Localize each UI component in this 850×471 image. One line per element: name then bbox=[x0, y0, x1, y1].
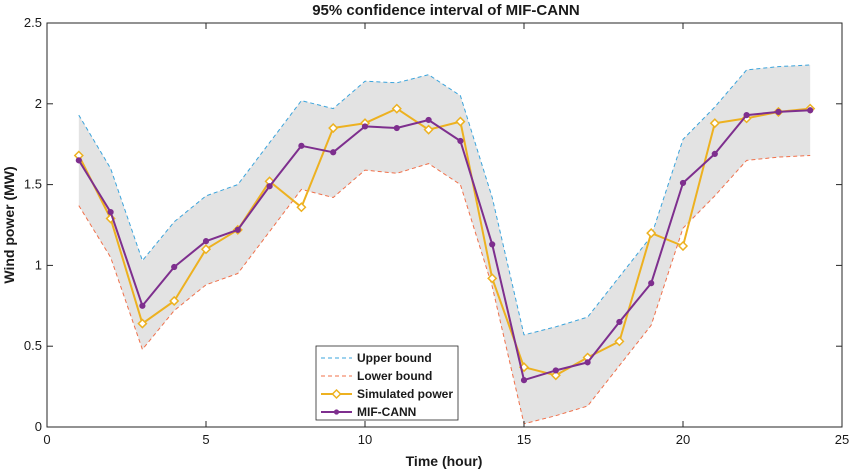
x-tick-label: 10 bbox=[358, 432, 372, 447]
x-axis-label: Time (hour) bbox=[406, 453, 483, 469]
data-point-mif-cann bbox=[234, 226, 241, 233]
plot-area bbox=[73, 64, 816, 425]
y-axis-label: Wind power (MW) bbox=[1, 166, 17, 283]
legend-label-lower-bound: Lower bound bbox=[357, 369, 432, 383]
series-line-upper-bound bbox=[78, 64, 811, 336]
axis-ticks: 0 5 10 15 20 25 0 0.5 1 1.5 2 2.5 bbox=[24, 15, 849, 447]
data-point-mif-cann bbox=[679, 179, 687, 187]
data-point-mif-cann bbox=[330, 149, 337, 156]
data-point-mif-cann bbox=[139, 302, 146, 309]
y-tick-label: 2.5 bbox=[24, 15, 42, 30]
data-point-mif-cann bbox=[711, 150, 718, 157]
x-tick-label: 15 bbox=[517, 432, 531, 447]
legend-marker-mif-cann bbox=[333, 409, 340, 415]
data-point-mif-cann bbox=[298, 142, 305, 149]
data-point-simulated-power bbox=[709, 118, 720, 129]
data-point-mif-cann bbox=[425, 116, 432, 124]
data-point-mif-cann bbox=[393, 124, 400, 132]
data-point-mif-cann bbox=[266, 183, 273, 190]
data-point-mif-cann bbox=[202, 238, 210, 245]
data-point-mif-cann bbox=[107, 208, 114, 216]
data-point-simulated-power bbox=[646, 228, 657, 239]
data-point-mif-cann bbox=[361, 123, 369, 130]
y-tick-label: 1 bbox=[35, 257, 42, 272]
data-point-mif-cann bbox=[616, 318, 623, 326]
data-point-mif-cann bbox=[457, 137, 464, 145]
data-point-simulated-power bbox=[391, 103, 402, 114]
legend-box bbox=[315, 345, 459, 421]
data-point-simulated-power bbox=[677, 240, 689, 252]
axes-box bbox=[46, 22, 843, 428]
confidence-band bbox=[78, 65, 811, 424]
legend: Upper bound Lower bound Simulated power MIF… bbox=[315, 345, 459, 421]
y-tick-label: 1.5 bbox=[24, 177, 42, 192]
data-point-simulated-power bbox=[487, 273, 498, 284]
y-tick-label: 2 bbox=[35, 96, 42, 111]
y-tick-label: 0 bbox=[35, 419, 42, 434]
data-point-mif-cann bbox=[520, 377, 528, 384]
y-tick-label: 0.5 bbox=[24, 338, 42, 353]
data-point-simulated-power bbox=[137, 318, 148, 329]
chart-title: 95% confidence interval of MIF-CANN bbox=[312, 2, 580, 19]
data-point-simulated-power bbox=[296, 202, 307, 213]
legend-label-mif-cann: MIF-CANN bbox=[357, 405, 416, 419]
data-point-mif-cann bbox=[171, 263, 178, 271]
x-tick-label: 20 bbox=[676, 432, 690, 447]
data-point-simulated-power bbox=[200, 244, 212, 255]
data-point-simulated-power bbox=[614, 336, 625, 347]
data-point-simulated-power bbox=[550, 370, 561, 381]
data-point-mif-cann bbox=[75, 157, 82, 164]
data-point-mif-cann bbox=[743, 112, 750, 119]
data-point-simulated-power bbox=[455, 116, 466, 127]
data-point-simulated-power bbox=[423, 124, 434, 135]
x-tick-label: 0 bbox=[43, 432, 50, 447]
series-line-mif-cann bbox=[77, 109, 811, 382]
x-tick-label: 25 bbox=[835, 432, 849, 447]
data-point-mif-cann bbox=[489, 241, 496, 248]
data-point-simulated-power bbox=[328, 122, 339, 134]
legend-label-simulated-power: Simulated power bbox=[357, 387, 453, 401]
x-tick-label: 5 bbox=[202, 432, 209, 447]
data-point-mif-cann bbox=[775, 108, 782, 115]
data-point-mif-cann bbox=[584, 359, 591, 366]
legend-label-upper-bound: Upper bound bbox=[357, 351, 432, 365]
data-point-simulated-power bbox=[169, 295, 180, 307]
data-point-mif-cann bbox=[648, 280, 655, 287]
data-point-mif-cann bbox=[552, 367, 559, 374]
series-line-simulated-power bbox=[77, 107, 811, 377]
legend-marker-simulated-power bbox=[331, 388, 342, 400]
data-point-mif-cann bbox=[807, 107, 814, 114]
